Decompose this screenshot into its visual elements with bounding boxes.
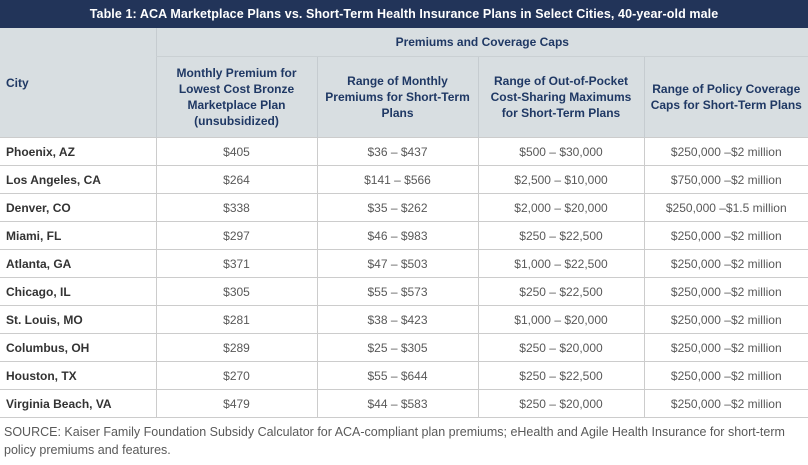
city-cell: Phoenix, AZ	[0, 137, 156, 166]
value-cell: $264	[155, 165, 317, 194]
table-row: Virginia Beach, VA $479 $44 – $583 $250 – $…	[0, 389, 808, 418]
column-header-coverage-caps-range: Range of Policy Coverage Caps for Short-…	[643, 56, 808, 138]
value-cell: $405	[155, 137, 317, 166]
table-row: Columbus, OH $289 $25 – $305 $250 – $20,000…	[0, 333, 808, 362]
value-cell: $500 – $30,000	[477, 137, 644, 166]
value-cell: $250,000 –$2 million	[643, 221, 808, 250]
value-cell: $250,000 –$2 million	[643, 333, 808, 362]
table-header: City Premiums and Coverage Caps Monthly …	[0, 28, 808, 138]
table-row: Miami, FL $297 $46 – $983 $250 – $22,500 $25…	[0, 221, 808, 250]
value-cell: $305	[155, 277, 317, 306]
value-cell: $55 – $644	[316, 361, 478, 390]
table-row: St. Louis, MO $281 $38 – $423 $1,000 – $20,…	[0, 305, 808, 334]
city-cell: Columbus, OH	[0, 333, 156, 362]
value-cell: $371	[155, 249, 317, 278]
value-cell: $1,000 – $22,500	[477, 249, 644, 278]
value-cell: $55 – $573	[316, 277, 478, 306]
group-header-premiums-coverage: Premiums and Coverage Caps	[155, 28, 808, 57]
value-cell: $281	[155, 305, 317, 334]
city-cell: Miami, FL	[0, 221, 156, 250]
value-cell: $270	[155, 361, 317, 390]
value-cell: $250 – $20,000	[477, 333, 644, 362]
table-row: Chicago, IL $305 $55 – $573 $250 – $22,500 $…	[0, 277, 808, 306]
value-cell: $44 – $583	[316, 389, 478, 418]
city-cell: Denver, CO	[0, 193, 156, 222]
value-cell: $250 – $22,500	[477, 221, 644, 250]
table-row: Atlanta, GA $371 $47 – $503 $1,000 – $22,50…	[0, 249, 808, 278]
table-row: Phoenix, AZ $405 $36 – $437 $500 – $30,000 $…	[0, 137, 808, 166]
value-cell: $38 – $423	[316, 305, 478, 334]
value-cell: $250,000 –$1.5 million	[643, 193, 808, 222]
value-cell: $35 – $262	[316, 193, 478, 222]
city-cell: Atlanta, GA	[0, 249, 156, 278]
value-cell: $250,000 –$2 million	[643, 305, 808, 334]
value-cell: $250,000 –$2 million	[643, 361, 808, 390]
column-header-short-term-premium-range: Range of Monthly Premiums for Short-Term…	[316, 56, 478, 138]
table-row: Denver, CO $338 $35 – $262 $2,000 – $20,000…	[0, 193, 808, 222]
table-body: Phoenix, AZ $405 $36 – $437 $500 – $30,000 $…	[0, 137, 808, 418]
value-cell: $250 – $22,500	[477, 277, 644, 306]
group-header-row: City Premiums and Coverage Caps	[0, 28, 808, 138]
city-cell: Los Angeles, CA	[0, 165, 156, 194]
value-cell: $250,000 –$2 million	[643, 277, 808, 306]
column-header-city: City	[0, 28, 156, 138]
source-note: SOURCE: Kaiser Family Foundation Subsidy…	[4, 425, 785, 458]
value-cell: $250 – $22,500	[477, 361, 644, 390]
table-title: Table 1: ACA Marketplace Plans vs. Short…	[0, 0, 808, 28]
value-cell: $250,000 –$2 million	[643, 137, 808, 166]
column-header-monthly-premium-bronze: Monthly Premium for Lowest Cost Bronze M…	[155, 56, 317, 138]
table-row: Houston, TX $270 $55 – $644 $250 – $22,500 $…	[0, 361, 808, 390]
value-cell: $479	[155, 389, 317, 418]
value-cell: $289	[155, 333, 317, 362]
value-cell: $250 – $20,000	[477, 389, 644, 418]
value-cell: $25 – $305	[316, 333, 478, 362]
value-cell: $36 – $437	[316, 137, 478, 166]
city-cell: Houston, TX	[0, 361, 156, 390]
table-row: Los Angeles, CA $264 $141 – $566 $2,500 – $…	[0, 165, 808, 194]
value-cell: $750,000 –$2 million	[643, 165, 808, 194]
plans-comparison-table: City Premiums and Coverage Caps Monthly …	[0, 28, 808, 418]
column-header-oop-cost-sharing-range: Range of Out-of-Pocket Cost-Sharing Maxi…	[477, 56, 644, 138]
value-cell: $338	[155, 193, 317, 222]
value-cell: $46 – $983	[316, 221, 478, 250]
value-cell: $1,000 – $20,000	[477, 305, 644, 334]
value-cell: $297	[155, 221, 317, 250]
value-cell: $2,000 – $20,000	[477, 193, 644, 222]
column-header-row: Monthly Premium for Lowest Cost Bronze M…	[0, 56, 808, 138]
value-cell: $47 – $503	[316, 249, 478, 278]
city-cell: St. Louis, MO	[0, 305, 156, 334]
city-cell: Chicago, IL	[0, 277, 156, 306]
value-cell: $2,500 – $10,000	[477, 165, 644, 194]
city-cell: Virginia Beach, VA	[0, 389, 156, 418]
value-cell: $250,000 –$2 million	[643, 389, 808, 418]
value-cell: $141 – $566	[316, 165, 478, 194]
value-cell: $250,000 –$2 million	[643, 249, 808, 278]
